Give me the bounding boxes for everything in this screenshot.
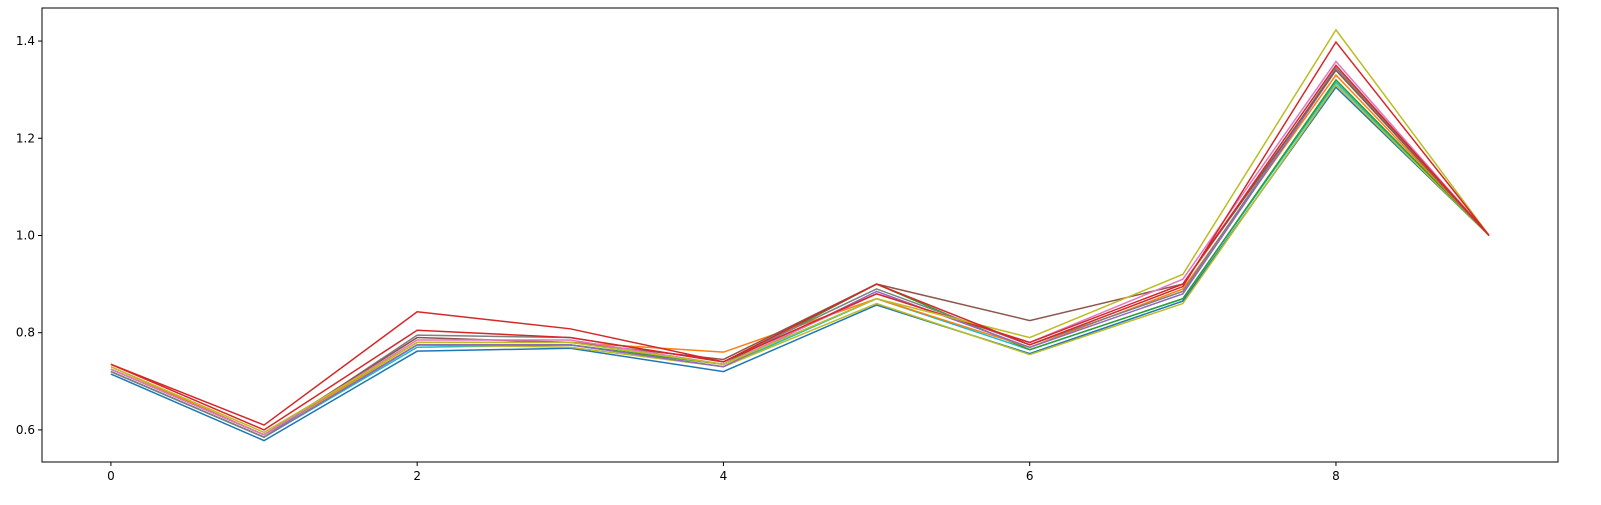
y-tick-label: 1.2 [16, 131, 35, 145]
x-tick-label: 8 [1332, 469, 1340, 483]
x-tick-label: 0 [107, 469, 115, 483]
y-tick-label: 1.0 [16, 228, 35, 242]
series-line [110, 40, 1490, 426]
series-line [110, 66, 1490, 439]
x-tick-label: 4 [720, 469, 728, 483]
y-tick-label: 0.6 [16, 423, 35, 437]
x-tick-label: 6 [1026, 469, 1034, 483]
series-line [110, 28, 1490, 434]
series-line [110, 73, 1490, 436]
series-line [110, 69, 1490, 439]
series-line [110, 69, 1490, 436]
series-line [110, 86, 1490, 442]
y-tick-label: 0.8 [16, 326, 35, 340]
x-tick-label: 2 [413, 469, 421, 483]
series-line [110, 78, 1490, 439]
y-tick-label: 1.4 [16, 34, 35, 48]
series-line [110, 83, 1490, 436]
series-line [110, 64, 1490, 431]
series-line [110, 60, 1490, 436]
series-line [110, 81, 1490, 439]
